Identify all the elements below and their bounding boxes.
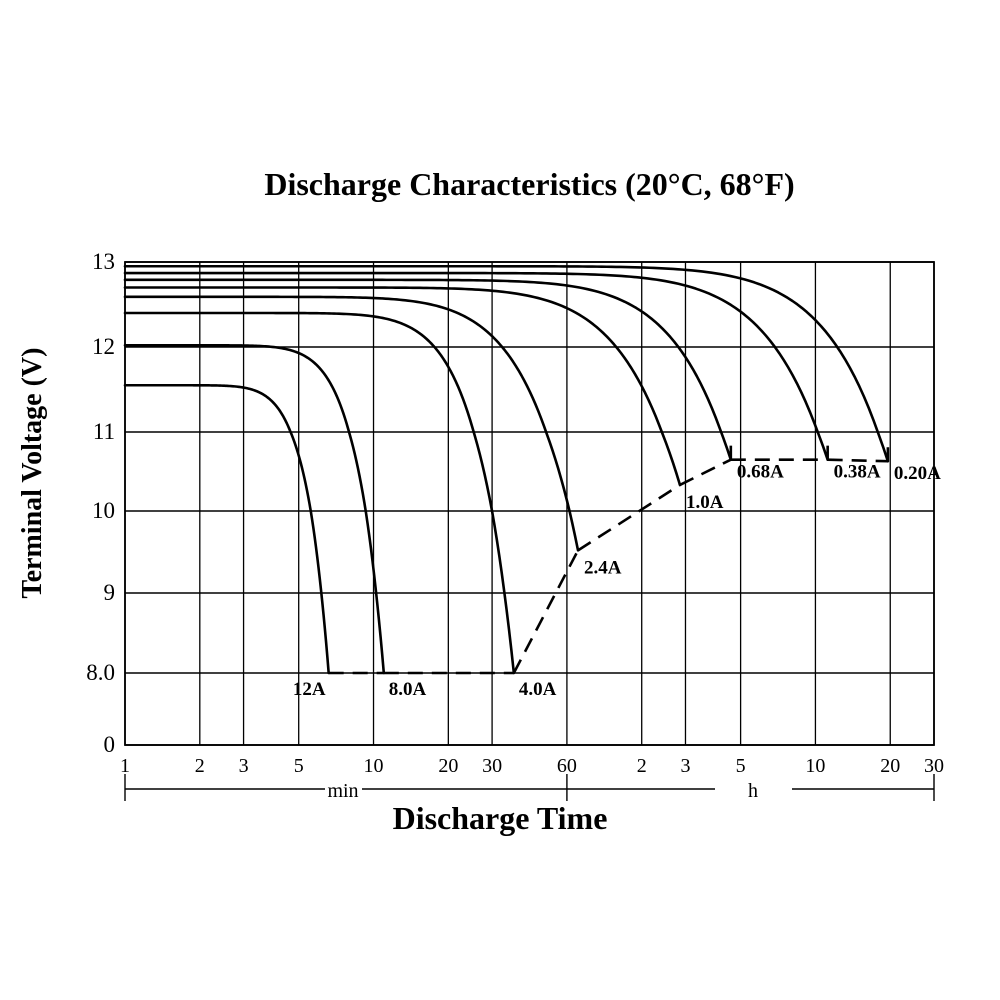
svg-text:30: 30 [482, 755, 502, 777]
svg-text:30: 30 [924, 755, 944, 777]
svg-text:5: 5 [294, 755, 304, 777]
svg-text:2: 2 [637, 755, 647, 777]
svg-text:3: 3 [680, 755, 690, 777]
svg-text:13: 13 [92, 249, 115, 274]
svg-text:8.0A: 8.0A [389, 679, 427, 700]
svg-text:0: 0 [104, 732, 116, 757]
svg-text:2.4A: 2.4A [584, 557, 622, 578]
svg-text:min: min [327, 780, 358, 802]
svg-text:20: 20 [438, 755, 458, 777]
svg-text:10: 10 [364, 755, 384, 777]
svg-text:12: 12 [92, 334, 115, 359]
svg-text:60: 60 [557, 755, 577, 777]
svg-text:0.20A: 0.20A [894, 463, 941, 484]
svg-text:0.38A: 0.38A [834, 462, 881, 483]
svg-text:20: 20 [880, 755, 900, 777]
svg-text:10: 10 [92, 498, 115, 523]
svg-text:11: 11 [93, 419, 115, 444]
svg-text:8.0: 8.0 [86, 660, 115, 685]
svg-text:5: 5 [736, 755, 746, 777]
svg-text:1: 1 [120, 755, 130, 777]
svg-text:9: 9 [104, 580, 116, 605]
svg-text:1.0A: 1.0A [686, 492, 724, 513]
svg-text:10: 10 [805, 755, 825, 777]
svg-text:0.68A: 0.68A [737, 462, 784, 483]
svg-text:2: 2 [195, 755, 205, 777]
svg-text:4.0A: 4.0A [519, 679, 557, 700]
svg-text:12A: 12A [293, 679, 326, 700]
svg-text:3: 3 [239, 755, 249, 777]
svg-text:h: h [748, 780, 758, 802]
